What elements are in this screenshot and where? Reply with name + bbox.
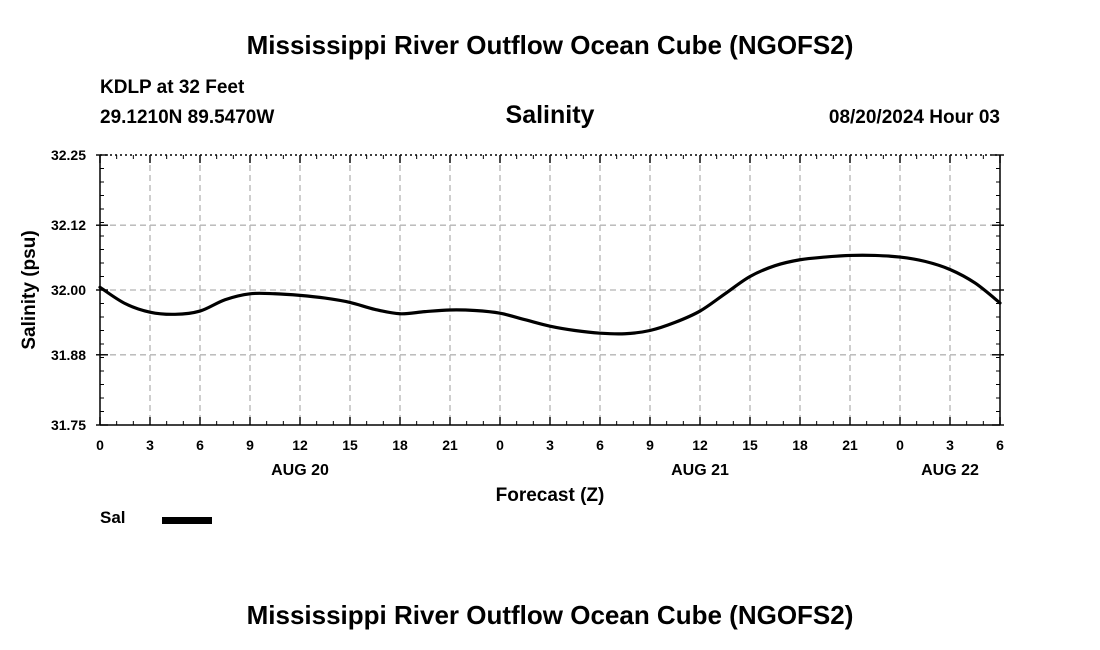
y-tick-label: 32.25 [51,147,86,163]
station-coordinates: 29.1210N 89.5470W [100,107,275,128]
forecast-datetime: 08/20/2024 Hour 03 [828,107,1000,128]
x-axis-label: Forecast (Z) [496,485,605,506]
day-label: AUG 21 [671,462,729,479]
x-tick-label: 15 [742,437,758,453]
x-tick-label: 15 [342,437,358,453]
series-line-sal [98,253,1002,336]
x-tick-label: 3 [146,437,154,453]
x-tick-label: 21 [842,437,858,453]
y-tick-label: 32.12 [51,217,86,233]
day-label: AUG 22 [921,462,979,479]
x-tick-label: 18 [792,437,808,453]
x-tick-label: 0 [896,437,904,453]
x-tick-label: 9 [246,437,254,453]
x-tick-label: 12 [292,437,308,453]
x-tick-label: 6 [196,437,204,453]
y-axis-label: Salinity (psu) [19,230,40,349]
y-tick-label: 32.00 [51,282,86,298]
x-tick-label: 18 [392,437,408,453]
x-tick-label: 9 [646,437,654,453]
y-tick-label: 31.75 [51,417,86,433]
day-label: AUG 20 [271,462,329,479]
y-tick-label: 31.88 [51,347,86,363]
variable-title: Salinity [505,101,595,129]
chart-title: Mississippi River Outflow Ocean Cube (NG… [246,30,854,60]
salinity-chart: 0 3 6 9 12 15 18 21 0 3 6 9 12 15 18 21 0 3 6 31.75 31.88 32.… [19,147,1004,506]
x-tick-label: 6 [596,437,604,453]
x-tick-label: 3 [946,437,954,453]
x-tick-label: 12 [692,437,708,453]
legend-label: Sal [100,508,126,527]
x-tick-label: 21 [442,437,458,453]
x-tick-label: 6 [996,437,1004,453]
chart-title-bottom: Mississippi River Outflow Ocean Cube (NG… [246,600,854,630]
station-label: KDLP at 32 Feet [100,77,245,98]
x-tick-label: 0 [96,437,104,453]
x-tick-label: 0 [496,437,504,453]
legend-swatch [162,517,212,524]
x-tick-label: 3 [546,437,554,453]
